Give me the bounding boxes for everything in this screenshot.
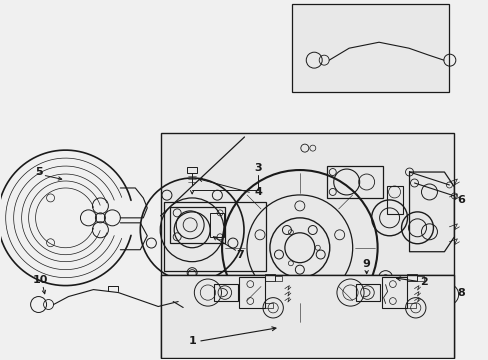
Bar: [160, 134, 453, 275]
Text: 7: 7: [236, 250, 244, 260]
Bar: [339, 285, 362, 303]
Bar: [160, 275, 453, 357]
Bar: [292, 4, 448, 92]
Bar: [294, 284, 303, 305]
Text: 10: 10: [33, 275, 48, 285]
Text: 8: 8: [457, 288, 464, 298]
Text: 9: 9: [362, 259, 370, 269]
Bar: [210, 213, 224, 237]
Bar: [380, 281, 399, 308]
Bar: [381, 277, 407, 308]
Bar: [410, 283, 421, 306]
Bar: [213, 284, 237, 301]
Text: 5: 5: [35, 167, 42, 177]
Bar: [407, 274, 417, 281]
Bar: [386, 186, 402, 214]
Bar: [274, 276, 281, 281]
Text: 3: 3: [254, 163, 261, 173]
Bar: [264, 274, 274, 281]
Text: 2: 2: [420, 276, 427, 287]
Bar: [424, 284, 432, 305]
Bar: [239, 277, 264, 308]
Text: 1: 1: [188, 336, 196, 346]
Bar: [210, 285, 232, 303]
Bar: [326, 166, 382, 198]
Bar: [251, 281, 269, 308]
Bar: [356, 284, 379, 301]
Bar: [163, 202, 266, 271]
Bar: [407, 303, 415, 308]
Bar: [160, 275, 453, 357]
Bar: [264, 303, 273, 308]
Text: 6: 6: [456, 195, 465, 205]
Bar: [417, 276, 424, 281]
Bar: [187, 167, 197, 173]
Bar: [170, 207, 224, 243]
Bar: [281, 283, 292, 306]
Text: 4: 4: [253, 187, 262, 197]
